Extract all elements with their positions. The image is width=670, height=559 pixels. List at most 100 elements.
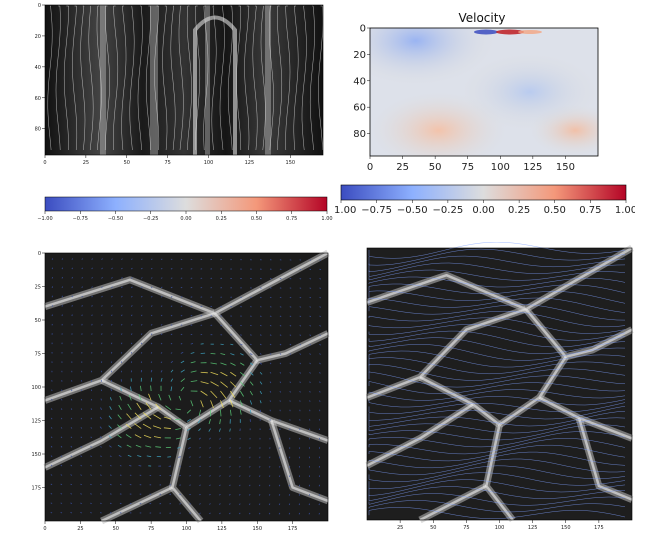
quiver-arrow (118, 404, 122, 410)
quiver-arrow (187, 428, 191, 431)
quiver-arrow (138, 393, 142, 401)
quiver-arrow (80, 417, 83, 420)
x-tick-label: 125 (523, 162, 542, 173)
quiver-arrow (155, 403, 162, 411)
quiver-arrow (229, 465, 231, 468)
quiver-arrow (239, 400, 243, 407)
quiver-arrow (127, 454, 132, 458)
quiver-arrow (258, 503, 261, 506)
quiver-arrow (70, 417, 73, 420)
quiver-arrow (134, 412, 142, 420)
quiver-arrow (143, 434, 152, 439)
quiver-arrow (121, 295, 123, 298)
quiver-arrow (131, 258, 133, 260)
colorbar-tick-label: −1.00 (37, 216, 52, 222)
streamline (368, 472, 626, 490)
quiver-arrow (228, 512, 231, 515)
quiver-arrow (180, 305, 183, 307)
x-tick-label: 25 (397, 525, 403, 531)
streamline (178, 5, 184, 151)
quiver-arrow (170, 286, 173, 289)
x-tick-label: 75 (164, 160, 170, 166)
streamline (80, 5, 86, 151)
y-tick-label: 40 (35, 65, 41, 71)
quiver-arrow (121, 323, 123, 326)
quiver-arrow (319, 325, 321, 327)
quiver-arrow (259, 390, 263, 395)
y-tick-label: 0 (38, 251, 41, 257)
quiver-arrow (109, 483, 112, 486)
quiver-arrow (289, 315, 292, 318)
quiver-arrow (61, 258, 64, 260)
cell-membranes (43, 249, 330, 525)
quiver-arrow (299, 362, 301, 365)
quiver-arrow (210, 390, 218, 399)
quiver-arrow (268, 503, 271, 506)
quiver-arrow (160, 324, 163, 326)
quiver-arrow (170, 296, 173, 298)
quiver-arrow (127, 403, 132, 410)
quiver-arrow (90, 427, 93, 429)
quiver-arrow (180, 386, 185, 392)
streamline (368, 350, 626, 368)
quiver-arrow (117, 414, 122, 420)
quiver-arrow (100, 455, 102, 458)
streamline (368, 438, 626, 455)
quiver-arrow (108, 415, 112, 420)
quiver-arrow (160, 342, 163, 345)
quiver-arrow (278, 494, 281, 496)
quiver-arrow (288, 512, 291, 515)
streamline (203, 5, 209, 151)
quiver-arrow (176, 446, 181, 449)
x-tick-label: 150 (556, 162, 575, 173)
streamline (368, 269, 626, 281)
quiver-arrow (50, 455, 53, 457)
quiver-arrow (298, 512, 301, 515)
quiver-arrow (269, 315, 272, 317)
quiver-arrow (175, 408, 181, 411)
streamline (368, 381, 626, 395)
quiver-arrow (108, 435, 112, 439)
streamline (96, 5, 102, 151)
quiver-arrow (179, 493, 181, 496)
quiver-arrow (190, 286, 193, 289)
quiver-arrow (299, 372, 301, 374)
streamline (368, 297, 626, 313)
quiver-arrow (170, 378, 174, 382)
quiver-arrow (125, 434, 132, 439)
quiver-arrow (50, 445, 53, 448)
streamline (368, 371, 626, 388)
streamline (368, 283, 626, 295)
streamline (368, 330, 626, 348)
quiver-arrow (259, 324, 262, 327)
quiver-arrow (81, 267, 83, 270)
quiver-arrow (259, 315, 262, 317)
quiver-arrow (190, 258, 193, 261)
streamline (211, 5, 217, 151)
quiver-arrow (140, 267, 143, 270)
quiver-arrow (71, 276, 73, 279)
streamline (277, 5, 283, 151)
quiver-arrow (170, 258, 173, 261)
quiver-arrow (160, 352, 163, 354)
quiver-arrow (60, 493, 63, 495)
quiver-arrow (319, 372, 321, 374)
membrane-core (44, 251, 329, 315)
quiver-arrow (140, 258, 143, 261)
quiver-arrow (299, 353, 302, 355)
quiver-arrow (309, 381, 311, 384)
quiver-arrow (50, 474, 53, 476)
quiver-arrow (180, 333, 183, 336)
quiver-arrow (219, 484, 221, 487)
y-tick-label: 125 (31, 419, 41, 425)
quiver-arrow (50, 493, 53, 495)
quiver-arrow (239, 484, 241, 487)
quiver-arrow (150, 377, 153, 382)
quiver-arrow (126, 444, 132, 448)
quiver-arrow (121, 277, 123, 279)
quiver-arrow (289, 400, 291, 402)
quiver-arrow (60, 464, 63, 467)
x-tick-label: 100 (491, 162, 510, 173)
streamline (244, 5, 250, 151)
quiver-arrow (81, 314, 83, 317)
